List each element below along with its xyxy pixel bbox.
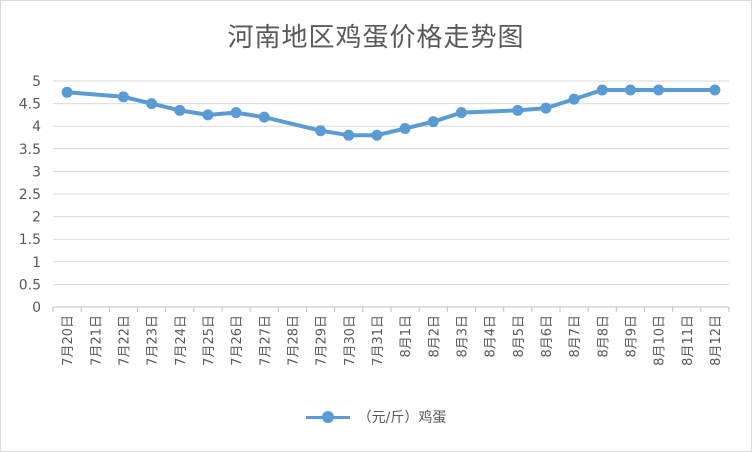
legend-label: （元/斤）鸡蛋: [357, 410, 447, 426]
x-tick-label: 7月23日: [146, 315, 161, 366]
data-point: [427, 116, 439, 128]
data-point: [174, 104, 186, 116]
data-point: [512, 104, 524, 116]
data-point: [343, 129, 355, 141]
x-tick-label: 7月29日: [315, 315, 330, 366]
data-point: [455, 107, 467, 119]
x-tick-label: 7月20日: [61, 315, 76, 366]
x-tick-label: 8月4日: [484, 315, 499, 358]
y-tick-label: 4.5: [19, 97, 41, 113]
x-tick-label: 8月2日: [427, 315, 442, 358]
x-tick-label: 7月24日: [174, 315, 189, 366]
x-tick-label: 7月28日: [286, 315, 301, 366]
x-tick-label: 8月12日: [709, 315, 724, 366]
data-point: [399, 122, 411, 134]
data-point: [653, 84, 665, 96]
x-tick-label: 8月9日: [624, 315, 639, 358]
chart-title: 河南地区鸡蛋价格走势图: [227, 23, 525, 53]
legend-marker: [305, 410, 350, 423]
data-point: [568, 93, 580, 105]
x-tick-label: 7月26日: [230, 315, 245, 366]
data-point: [596, 84, 608, 96]
y-tick-label: 3.5: [19, 142, 41, 158]
y-tick-label: 0.5: [19, 277, 41, 293]
x-tick-label: 8月10日: [653, 315, 668, 366]
x-tick-label: 7月21日: [89, 315, 104, 366]
x-tick-label: 8月5日: [512, 315, 527, 358]
data-point: [202, 109, 214, 121]
data-point: [709, 84, 721, 96]
data-point: [258, 111, 270, 123]
y-axis: 0 0.5 1 1.5 2 2.5 3 3.5 4 4.5 5: [19, 74, 41, 316]
data-point: [117, 91, 129, 103]
y-tick-label: 1: [32, 255, 41, 271]
x-tick-label: 7月25日: [202, 315, 217, 366]
x-tick-label: 8月3日: [455, 315, 470, 358]
x-tick-label: 7月30日: [343, 315, 358, 366]
y-tick-label: 5: [32, 74, 41, 90]
data-point: [146, 98, 158, 110]
x-axis: 7月20日 7月21日 7月22日 7月23日 7月24日 7月25日 7月26日 7月27日…: [52, 307, 730, 366]
y-tick-label: 4: [32, 119, 41, 135]
y-tick-label: 0: [32, 300, 41, 316]
y-tick-label: 3: [32, 164, 41, 180]
x-tick-label: 7月31日: [371, 315, 386, 366]
x-tick-label: 8月7日: [568, 315, 583, 358]
y-tick-label: 2.5: [19, 187, 41, 203]
series: [61, 84, 721, 141]
x-tick-label: 7月22日: [117, 315, 132, 366]
data-point: [61, 86, 73, 98]
gridlines: [53, 80, 729, 308]
data-point: [371, 129, 383, 141]
x-tick-label: 8月1日: [399, 315, 414, 358]
x-tick-label: 8月6日: [540, 315, 555, 358]
data-point: [540, 102, 552, 114]
data-point: [315, 125, 327, 137]
data-point: [624, 84, 636, 96]
x-tick-label: 7月27日: [258, 315, 273, 366]
data-point: [230, 107, 242, 119]
x-tick-label: 8月8日: [596, 315, 611, 358]
y-tick-label: 2: [32, 210, 41, 226]
x-tick-label: 8月11日: [681, 315, 696, 366]
legend-dot-icon: [321, 410, 334, 423]
legend: （元/斤）鸡蛋: [1, 407, 751, 427]
series-line: [65, 88, 717, 138]
y-tick-label: 1.5: [19, 232, 41, 248]
